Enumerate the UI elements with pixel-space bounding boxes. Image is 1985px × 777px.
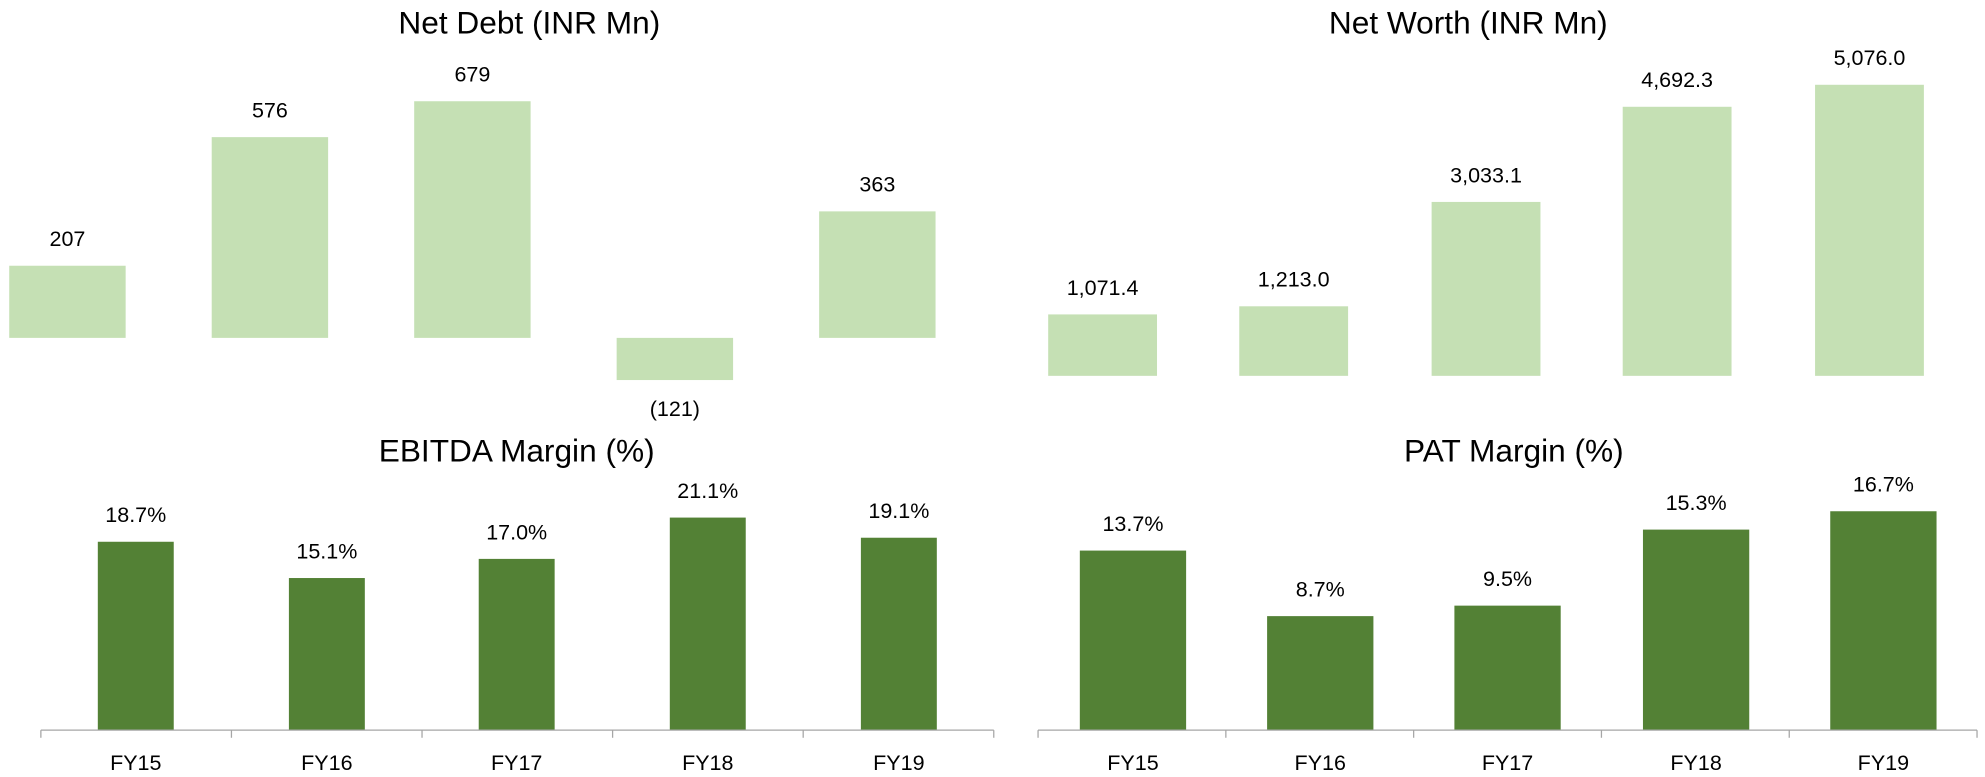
data-label: 13.7% [1102, 512, 1163, 536]
bar [97, 541, 174, 731]
data-label: 18.7% [105, 503, 166, 527]
bar [478, 558, 555, 731]
bar [1622, 106, 1732, 376]
bar [860, 537, 937, 731]
data-label: 679 [454, 63, 490, 87]
data-label: 8.7% [1296, 578, 1345, 602]
data-label: 16.7% [1853, 473, 1914, 497]
x-tick-label: FY16 [1295, 751, 1346, 775]
bar [1830, 511, 1937, 731]
bar [669, 517, 746, 731]
bar [9, 265, 126, 338]
x-tick-label: FY19 [1858, 751, 1909, 775]
data-label: 21.1% [677, 479, 738, 503]
chart-title: Net Debt (INR Mn) [398, 5, 660, 41]
bar [1642, 529, 1750, 731]
data-label: 3,033.1 [1450, 163, 1522, 187]
bar [414, 101, 531, 338]
data-label: 15.1% [296, 539, 357, 563]
bar [1267, 616, 1374, 731]
data-label: (121) [650, 397, 700, 421]
bar [1431, 201, 1541, 376]
bar [616, 337, 734, 381]
bar [1815, 84, 1924, 376]
bar [1079, 550, 1187, 731]
data-label: 576 [252, 99, 288, 123]
data-label: 363 [859, 173, 895, 197]
x-tick-label: FY15 [110, 751, 161, 775]
bar [1048, 314, 1158, 376]
chart-title: PAT Margin (%) [1404, 432, 1624, 468]
x-tick-label: FY17 [491, 751, 542, 775]
data-label: 1,213.0 [1258, 268, 1330, 292]
data-label: 17.0% [486, 520, 547, 544]
bar [1239, 306, 1349, 376]
data-label: 15.3% [1666, 491, 1727, 515]
bar [1454, 605, 1561, 731]
bar [819, 211, 936, 338]
x-tick-label: FY15 [1107, 751, 1158, 775]
data-label: 19.1% [868, 499, 929, 523]
bar [211, 137, 329, 338]
x-tick-label: FY18 [682, 751, 733, 775]
x-tick-label: FY19 [873, 751, 924, 775]
bar [288, 578, 365, 731]
x-tick-label: FY17 [1482, 751, 1533, 775]
chart-title: Net Worth (INR Mn) [1329, 5, 1608, 41]
x-tick-label: FY18 [1670, 751, 1721, 775]
x-tick-label: FY16 [301, 751, 352, 775]
data-label: 9.5% [1483, 567, 1532, 591]
data-label: 207 [50, 227, 86, 251]
data-label: 4,692.3 [1641, 68, 1713, 92]
chart-title: EBITDA Margin (%) [379, 432, 655, 468]
data-label: 1,071.4 [1067, 276, 1139, 300]
data-label: 5,076.0 [1834, 46, 1906, 70]
